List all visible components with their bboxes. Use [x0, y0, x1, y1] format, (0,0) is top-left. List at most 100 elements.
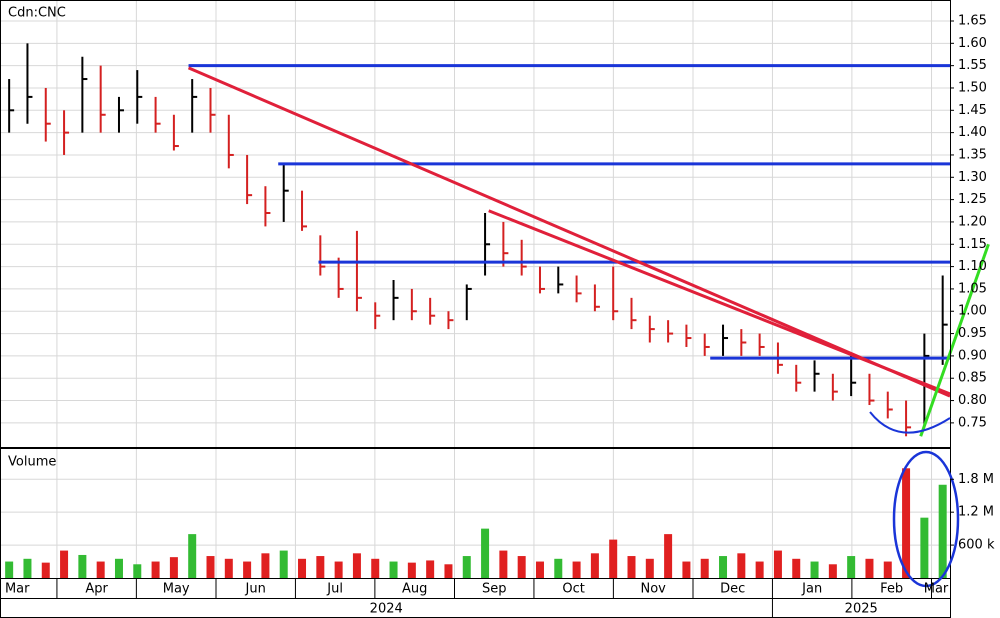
- x-tick-label: Nov: [641, 582, 667, 597]
- y-tick-label: 0.80: [958, 393, 987, 408]
- volume-bar: [554, 558, 563, 578]
- price-frame: [0, 0, 951, 448]
- volume-bar: [664, 534, 673, 578]
- y-tick-label: 1.25: [958, 192, 987, 207]
- volume-bar: [41, 562, 50, 578]
- volume-bar: [883, 561, 892, 578]
- y-tick-label: 1.15: [958, 237, 987, 252]
- volume-bar: [114, 558, 123, 578]
- y-tick-label: 0.85: [958, 371, 987, 386]
- x-tick-label: Oct: [562, 582, 584, 597]
- bottom-arc: [869, 411, 951, 434]
- x-tick-label: May: [163, 582, 190, 597]
- volume-bar: [792, 558, 801, 578]
- x-tick-label: Dec: [720, 582, 745, 597]
- y-tick-label: 1.35: [958, 147, 987, 162]
- volume-bar: [23, 558, 32, 578]
- volume-bar: [590, 553, 599, 578]
- x-tick-label: Jan: [801, 582, 822, 597]
- trend-line: [187, 66, 951, 398]
- trend-line: [488, 209, 951, 396]
- x-tick-label: Mar: [5, 582, 30, 597]
- volume-bar: [298, 558, 307, 578]
- y-tick-label: 1.65: [958, 13, 987, 28]
- volume-bar: [334, 561, 343, 578]
- y-tick-label: 0.95: [958, 326, 987, 341]
- volume-bar: [169, 557, 178, 578]
- volume-bar: [316, 556, 325, 578]
- x-tick-label: Jun: [245, 582, 266, 597]
- volume-tick-label: 600 k: [958, 538, 995, 553]
- y-tick-label: 1.00: [958, 304, 987, 319]
- x-tick-label: Sep: [482, 582, 507, 597]
- y-tick-label: 1.30: [958, 170, 987, 185]
- y-tick-label: 1.10: [958, 259, 987, 274]
- volume-bar: [371, 558, 380, 578]
- volume-bar: [682, 561, 691, 578]
- volume-bar: [938, 484, 947, 578]
- volume-bar: [700, 558, 709, 578]
- year-label: 2025: [845, 602, 878, 617]
- volume-bar: [5, 561, 14, 578]
- volume-bar: [902, 468, 911, 578]
- volume-bar: [920, 517, 929, 578]
- volume-bar: [224, 558, 233, 578]
- y-tick-label: 0.90: [958, 348, 987, 363]
- volume-bar: [517, 556, 526, 578]
- volume-bar: [279, 550, 288, 578]
- y-tick-label: 0.75: [958, 415, 987, 430]
- volume-bar: [133, 564, 142, 578]
- y-tick-label: 1.50: [958, 80, 987, 95]
- y-tick-label: 1.55: [958, 58, 987, 73]
- volume-bar: [462, 556, 471, 578]
- volume-bar: [719, 556, 728, 578]
- volume-bar: [407, 562, 416, 578]
- x-tick-label: Apr: [85, 582, 108, 597]
- volume-bar: [151, 561, 160, 578]
- volume-bar: [60, 550, 69, 578]
- volume-bar: [627, 556, 636, 578]
- volume-bar: [535, 561, 544, 578]
- y-tick-label: 1.20: [958, 214, 987, 229]
- x-tick-label: Aug: [402, 582, 427, 597]
- volume-bar: [243, 561, 252, 578]
- volume-bar: [389, 561, 398, 578]
- volume-highlight: [892, 450, 960, 588]
- volume-bar: [499, 550, 508, 578]
- volume-bar: [352, 553, 361, 578]
- volume-bar: [444, 564, 453, 578]
- volume-bar: [865, 558, 874, 578]
- x-tick-label: Feb: [880, 582, 903, 597]
- volume-bar: [78, 554, 87, 578]
- volume-bar: [96, 561, 105, 578]
- grid: [0, 0, 950, 578]
- volume-tick-label: 1.8 M: [958, 472, 994, 487]
- volume-bar: [737, 553, 746, 578]
- volume-bar: [426, 560, 435, 578]
- y-tick-label: 1.45: [958, 103, 987, 118]
- ticker: Cdn:CNC: [8, 6, 66, 21]
- x-tick-label: Mar: [924, 582, 949, 597]
- volume-bar: [206, 556, 215, 578]
- volume-bar: [261, 553, 270, 578]
- volume-bar: [755, 561, 764, 578]
- volume-bar: [609, 539, 618, 578]
- volume-tick-label: 1.2 M: [958, 505, 994, 520]
- volume-bar: [773, 550, 782, 578]
- y-tick-label: 1.40: [958, 125, 987, 140]
- volume-bar: [188, 534, 197, 578]
- trend-line: [919, 243, 990, 437]
- volume-bar: [810, 561, 819, 578]
- volume-bar: [481, 528, 490, 578]
- volume-title: Volume: [8, 455, 56, 470]
- volume-bar: [645, 558, 654, 578]
- volume-bar: [828, 564, 837, 578]
- y-tick-label: 1.05: [958, 281, 987, 296]
- y-tick-label: 1.60: [958, 36, 987, 51]
- volume-bar: [847, 556, 856, 578]
- plot: [5, 43, 990, 578]
- year-label: 2024: [370, 602, 403, 617]
- x-tick-label: Jul: [326, 582, 343, 597]
